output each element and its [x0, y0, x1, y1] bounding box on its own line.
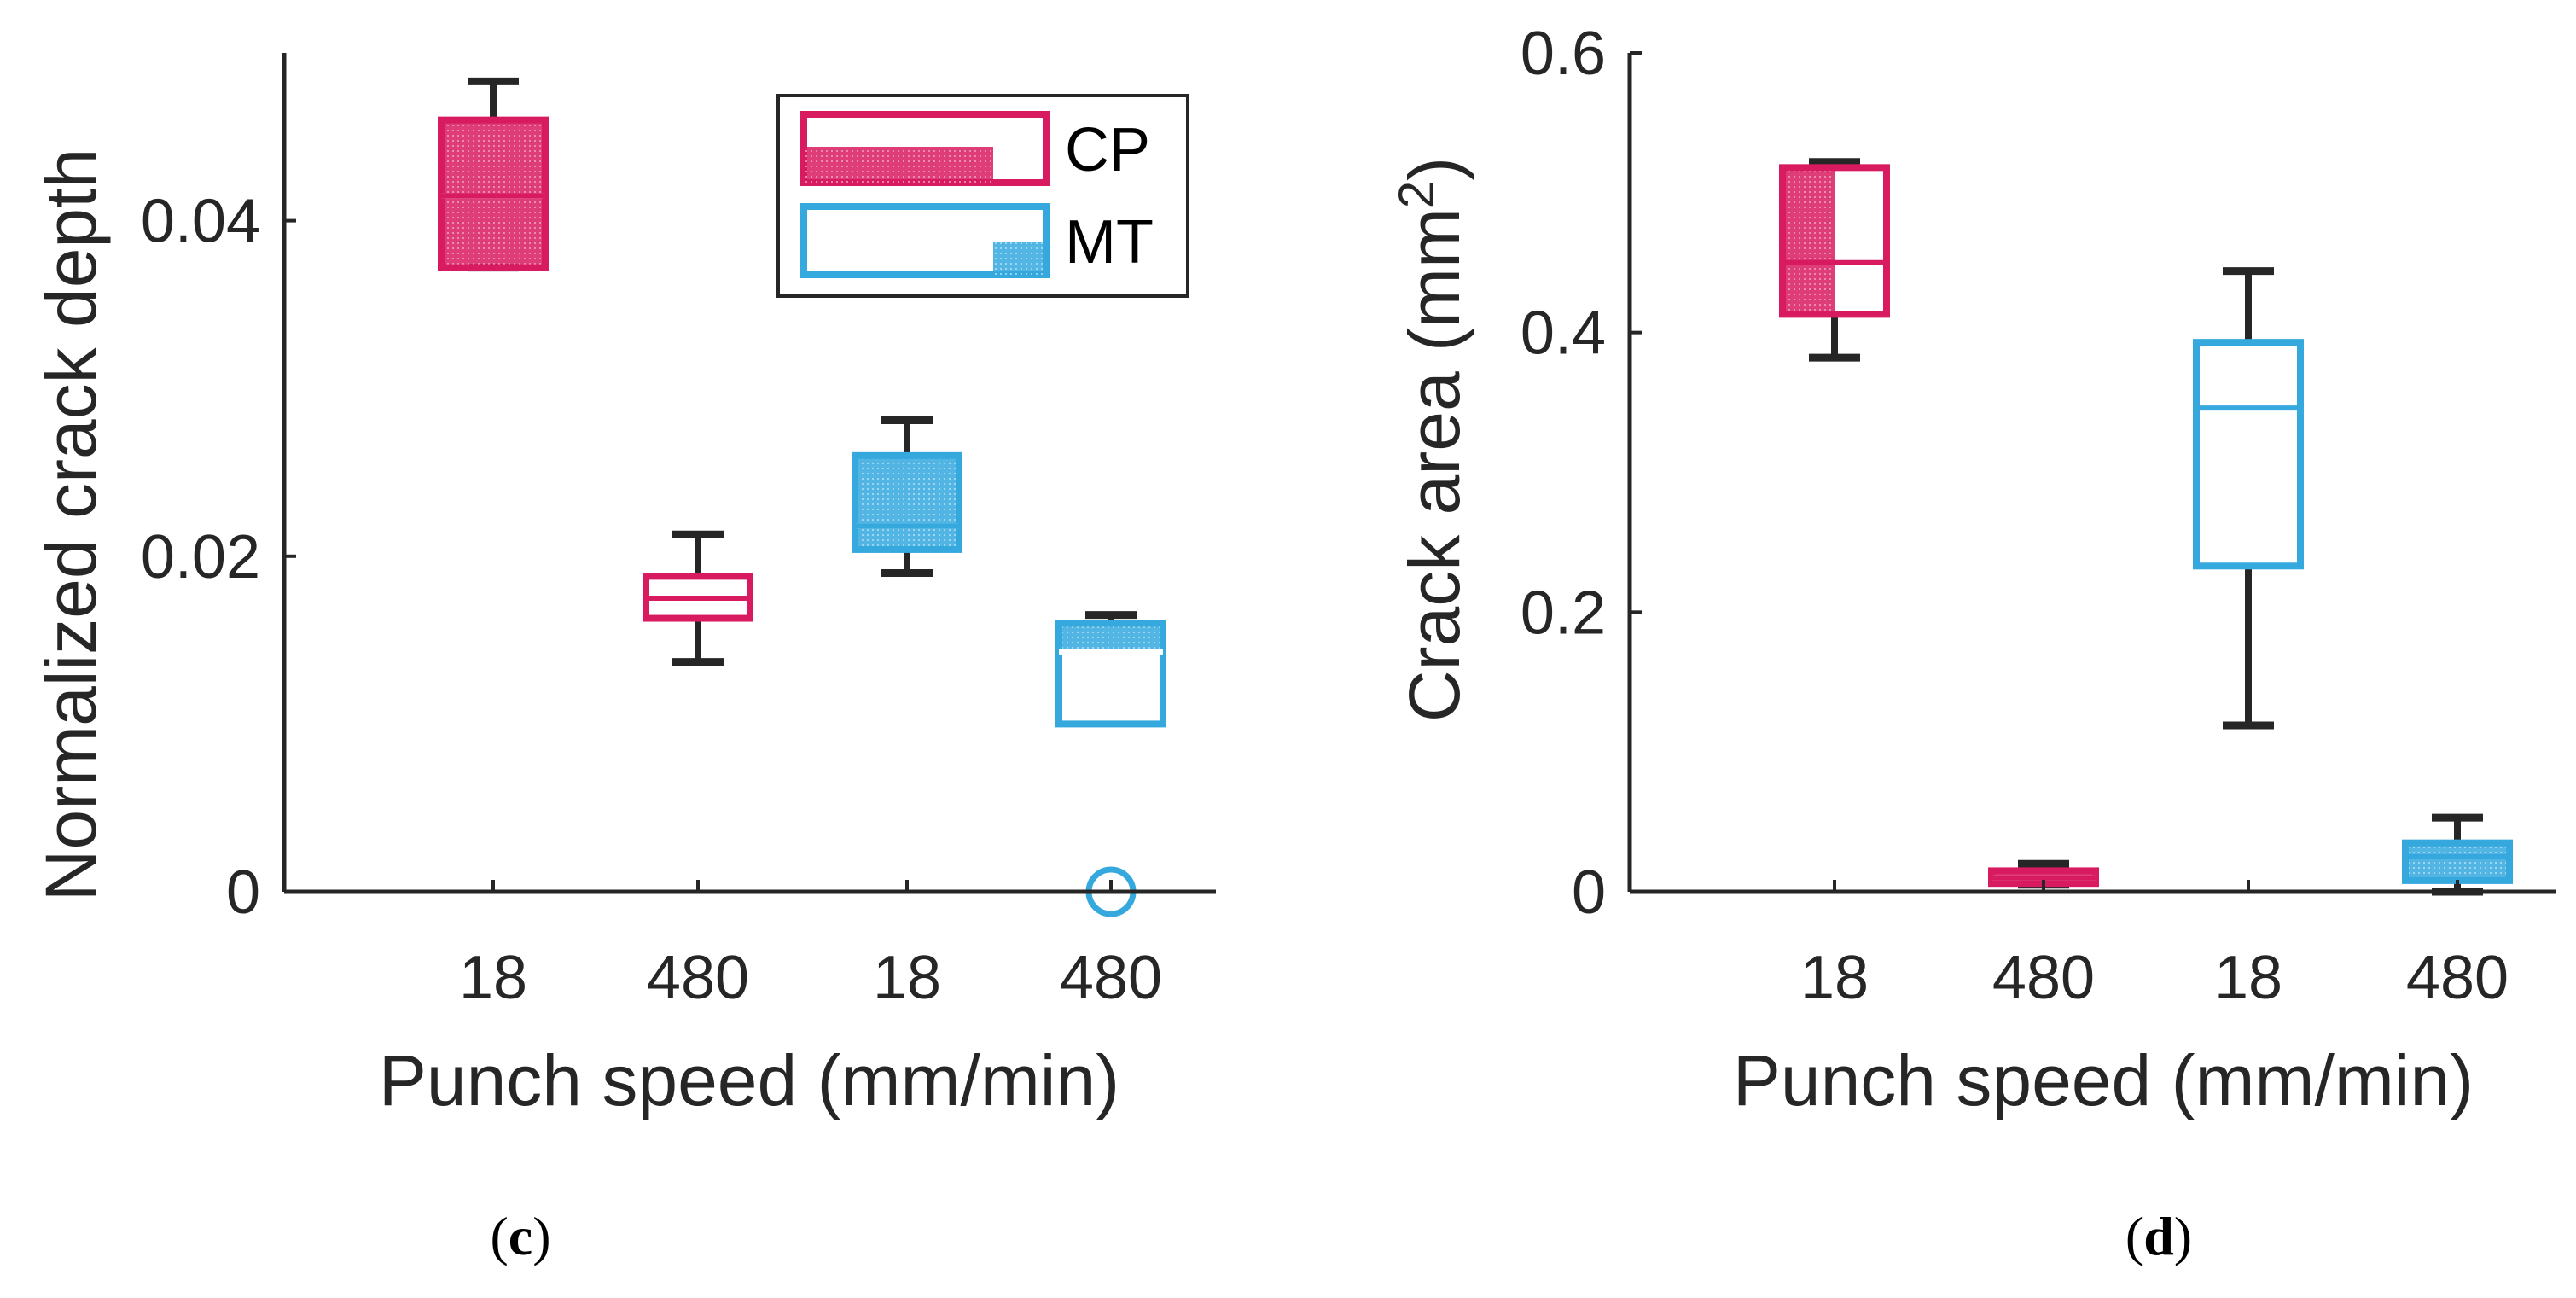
- chart-c-y-tick-label: 0.04: [141, 188, 260, 256]
- box-outline: [2193, 339, 2304, 570]
- box-fill: [855, 455, 959, 550]
- legend-box: [776, 94, 1189, 298]
- chart-d-y-label-sup: 2: [1389, 181, 1445, 208]
- chart-c-x-tick-label: 480: [647, 944, 749, 1012]
- chart-c-box-mt-480: [1055, 611, 1166, 917]
- chart-c-box-cp-480: [643, 530, 753, 666]
- chart-d-y-tick-label: 0: [1572, 859, 1606, 927]
- chart-d-box-mt-18: [2193, 267, 2304, 730]
- caption-c-letter: c: [509, 1206, 532, 1266]
- chart-c-marks: [438, 77, 1166, 917]
- chart-c-y-ticks: 0 0.02 0.04: [141, 188, 296, 927]
- chart-d-y-label-close: ): [1394, 157, 1474, 181]
- caption-d-open: (: [2125, 1206, 2143, 1266]
- chart-c-x-tick-label: 18: [459, 944, 527, 1012]
- caption-c: (c): [490, 1206, 550, 1266]
- chart-c-x-tick-label: 480: [1060, 944, 1162, 1012]
- chart-d-y-ticks: 0 0.2 0.4 0.6: [1521, 20, 1642, 927]
- caption-d-close: ): [2174, 1206, 2192, 1266]
- box-fill: [1782, 167, 1835, 315]
- box-outline: [852, 451, 962, 553]
- legend-swatch-cp-fill: [804, 147, 993, 183]
- chart-d-x-tick-label: 480: [2406, 944, 2509, 1012]
- chart-d-y-tick-label: 0.2: [1521, 579, 1606, 647]
- chart-c-x-tick-label: 18: [873, 944, 941, 1012]
- chart-d-x-tick-label: 480: [1992, 944, 2095, 1012]
- caption-c-open: (: [490, 1206, 508, 1266]
- legend-label-cp: CP: [1065, 116, 1150, 184]
- chart-c-x-ticks: 18 480 18 480: [459, 880, 1162, 1012]
- chart-d: 0 0.2 0.4 0.6 18 480 18 480 Punch speed (mm/mi…: [1389, 20, 2556, 1266]
- caption-d-letter: d: [2143, 1206, 2174, 1266]
- chart-d-box-cp-18: [1779, 158, 1890, 362]
- chart-c-y-tick-label: 0.02: [141, 523, 260, 591]
- chart-c: 0 0.02 0.04 18 480 18 480 Punch speed (mm/min…: [31, 53, 1216, 1266]
- legend: CP MT: [776, 94, 1189, 298]
- legend-swatch-mt-fill: [993, 242, 1046, 275]
- chart-d-x-tick-label: 18: [2214, 944, 2282, 1012]
- chart-c-y-tick-label: 0: [226, 859, 260, 927]
- chart-c-box-cp-18: [438, 77, 549, 272]
- chart-d-x-label: Punch speed (mm/min): [1733, 1040, 2474, 1120]
- chart-d-x-ticks: 18 480 18 480: [1800, 880, 2509, 1012]
- box-outline: [1779, 164, 1890, 318]
- chart-c-y-label: Normalized crack depth: [31, 148, 111, 901]
- caption-c-close: ): [532, 1206, 550, 1266]
- chart-d-y-label-main: Crack area (mm: [1394, 208, 1474, 722]
- box-fill: [2405, 842, 2509, 881]
- legend-swatch-mt: [800, 203, 1050, 278]
- chart-d-y-tick-label: 0.4: [1521, 300, 1606, 368]
- box-outline: [1055, 620, 1166, 728]
- chart-d-marks: [1779, 158, 2513, 896]
- chart-c-x-label: Punch speed (mm/min): [379, 1040, 1119, 1120]
- chart-d-x-tick-label: 18: [1800, 944, 1869, 1012]
- legend-label-mt: MT: [1065, 208, 1154, 276]
- chart-d-y-label: Crack area (mm2): [1389, 157, 1474, 722]
- caption-d: (d): [2125, 1206, 2192, 1266]
- chart-d-y-tick-label: 0.6: [1521, 20, 1606, 88]
- chart-c-box-mt-18: [852, 416, 962, 577]
- box-fill: [1059, 623, 1163, 652]
